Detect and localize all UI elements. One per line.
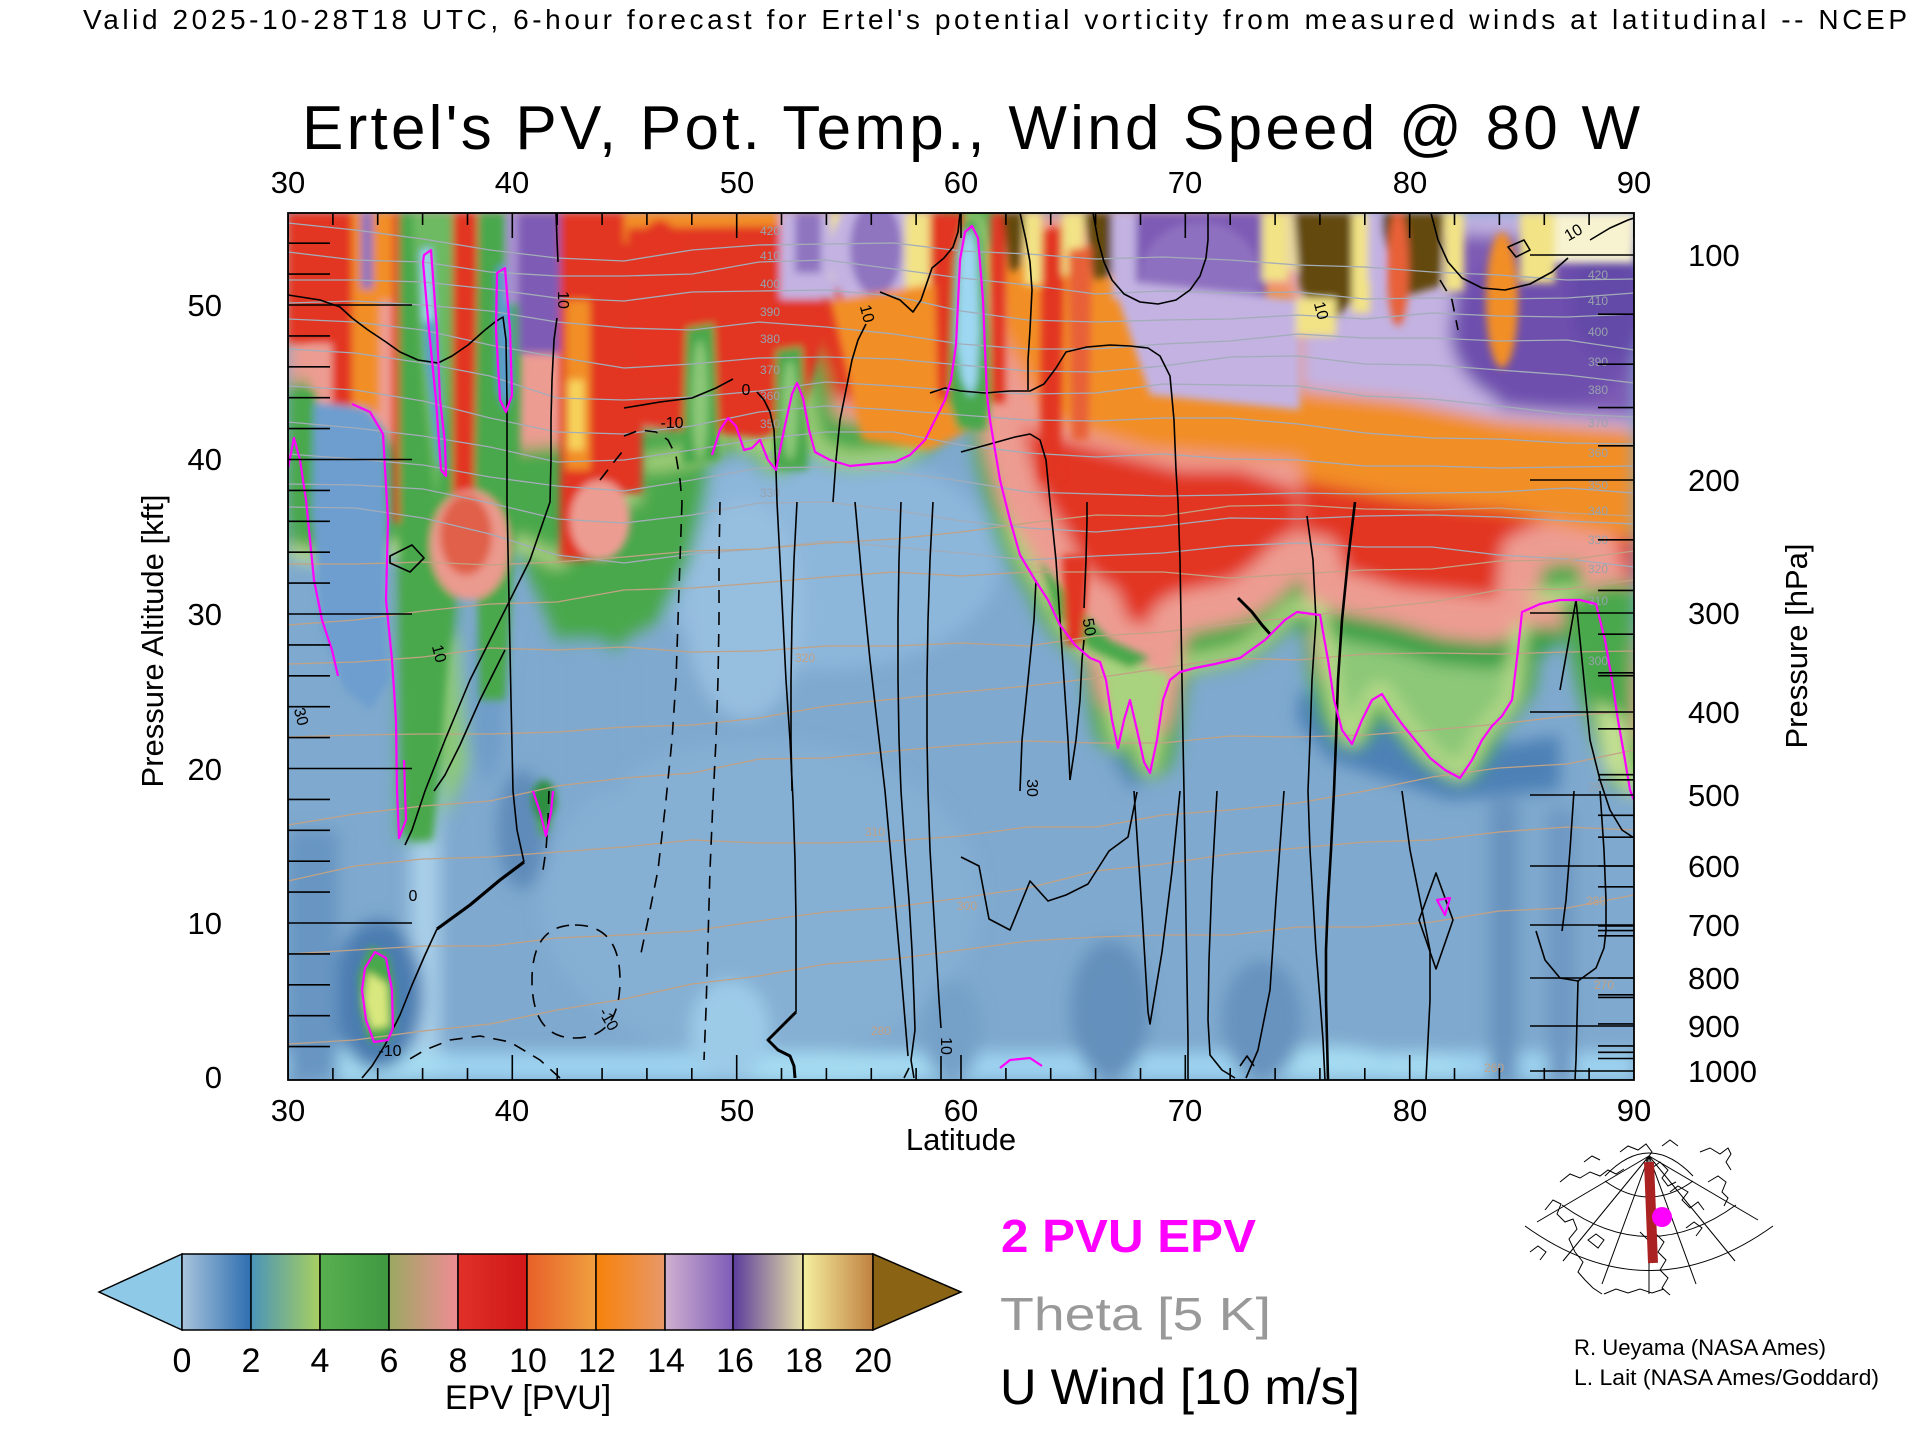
svg-text:370: 370 xyxy=(1588,416,1608,430)
svg-text:50: 50 xyxy=(720,165,754,200)
svg-text:410: 410 xyxy=(760,249,780,263)
svg-text:60: 60 xyxy=(944,1093,978,1128)
svg-text:410: 410 xyxy=(1588,294,1608,308)
svg-text:310: 310 xyxy=(865,825,885,839)
svg-text:380: 380 xyxy=(1588,383,1608,397)
svg-text:12: 12 xyxy=(578,1342,616,1380)
svg-text:8: 8 xyxy=(449,1342,468,1380)
svg-text:U Wind [10 m/s]: U Wind [10 m/s] xyxy=(1000,1359,1360,1415)
svg-text:360: 360 xyxy=(1588,446,1608,460)
svg-text:10: 10 xyxy=(1310,300,1331,322)
svg-text:10: 10 xyxy=(856,303,877,325)
svg-text:0: 0 xyxy=(205,1060,222,1095)
svg-text:-10: -10 xyxy=(378,1043,401,1060)
svg-text:300: 300 xyxy=(1588,654,1608,668)
svg-text:90: 90 xyxy=(1617,165,1651,200)
svg-text:280: 280 xyxy=(1586,894,1606,908)
svg-text:L. Lait (NASA Ames/Goddard): L. Lait (NASA Ames/Goddard) xyxy=(1574,1365,1879,1390)
svg-text:700: 700 xyxy=(1688,908,1740,943)
svg-text:400: 400 xyxy=(760,277,780,291)
svg-text:300: 300 xyxy=(1688,596,1740,631)
svg-text:290: 290 xyxy=(1588,780,1608,794)
svg-text:Pressure Altitude [kft]: Pressure Altitude [kft] xyxy=(135,495,170,788)
svg-text:350: 350 xyxy=(1588,478,1608,492)
svg-text:390: 390 xyxy=(1588,355,1608,369)
svg-text:420: 420 xyxy=(1588,268,1608,282)
svg-text:20: 20 xyxy=(188,752,222,787)
svg-text:10: 10 xyxy=(1562,221,1586,245)
svg-text:R. Ueyama (NASA Ames): R. Ueyama (NASA Ames) xyxy=(1574,1335,1826,1360)
svg-text:10: 10 xyxy=(428,643,449,665)
svg-text:500: 500 xyxy=(1688,778,1740,813)
svg-text:10: 10 xyxy=(937,1037,954,1055)
svg-text:370: 370 xyxy=(760,363,780,377)
svg-text:Latitude: Latitude xyxy=(906,1122,1016,1157)
svg-text:350: 350 xyxy=(760,417,780,431)
svg-text:1000: 1000 xyxy=(1688,1054,1757,1089)
svg-text:260: 260 xyxy=(1484,1061,1504,1075)
svg-text:18: 18 xyxy=(785,1342,823,1380)
svg-text:20: 20 xyxy=(854,1342,892,1380)
svg-text:380: 380 xyxy=(760,332,780,346)
svg-text:70: 70 xyxy=(1168,1093,1202,1128)
svg-text:0: 0 xyxy=(409,888,418,905)
svg-text:80: 80 xyxy=(1393,165,1427,200)
svg-text:90: 90 xyxy=(1617,1093,1651,1128)
svg-text:400: 400 xyxy=(1588,325,1608,339)
svg-text:30: 30 xyxy=(1023,779,1040,797)
svg-text:50: 50 xyxy=(1079,617,1099,638)
svg-text:50: 50 xyxy=(720,1093,754,1128)
svg-text:100: 100 xyxy=(1688,238,1740,273)
svg-text:340: 340 xyxy=(1588,504,1608,518)
svg-text:60: 60 xyxy=(944,165,978,200)
svg-text:0: 0 xyxy=(742,382,751,399)
svg-text:300: 300 xyxy=(957,899,977,913)
svg-text:400: 400 xyxy=(1688,695,1740,730)
svg-text:10: 10 xyxy=(554,291,571,309)
svg-text:Valid 2025-10-28T18 UTC, 6-hou: Valid 2025-10-28T18 UTC, 6-hour forecast… xyxy=(83,4,1907,35)
svg-text:280: 280 xyxy=(871,1024,891,1038)
svg-text:200: 200 xyxy=(1688,463,1740,498)
svg-text:310: 310 xyxy=(1588,594,1608,608)
svg-text:Pressure [hPa]: Pressure [hPa] xyxy=(1779,543,1814,748)
svg-text:6: 6 xyxy=(380,1342,399,1380)
svg-text:900: 900 xyxy=(1688,1009,1740,1044)
svg-text:10: 10 xyxy=(509,1342,547,1380)
svg-text:50: 50 xyxy=(188,288,222,323)
svg-text:2: 2 xyxy=(242,1342,261,1380)
svg-text:4: 4 xyxy=(311,1342,330,1380)
svg-text:14: 14 xyxy=(647,1342,685,1380)
svg-text:390: 390 xyxy=(760,305,780,319)
svg-text:70: 70 xyxy=(1168,165,1202,200)
svg-text:-10: -10 xyxy=(660,415,683,432)
svg-text:80: 80 xyxy=(1393,1093,1427,1128)
svg-text:Theta [5 K]: Theta [5 K] xyxy=(1000,1288,1271,1340)
svg-text:600: 600 xyxy=(1688,849,1740,884)
svg-text:30: 30 xyxy=(188,597,222,632)
svg-text:320: 320 xyxy=(1588,562,1608,576)
svg-text:30: 30 xyxy=(290,706,311,728)
svg-text:10: 10 xyxy=(188,906,222,941)
svg-text:320: 320 xyxy=(795,651,815,665)
svg-text:16: 16 xyxy=(716,1342,754,1380)
svg-text:40: 40 xyxy=(495,1093,529,1128)
svg-text:30: 30 xyxy=(271,1093,305,1128)
svg-text:2 PVU EPV: 2 PVU EPV xyxy=(1001,1210,1256,1262)
svg-text:40: 40 xyxy=(188,442,222,477)
svg-text:0: 0 xyxy=(173,1342,192,1380)
svg-text:800: 800 xyxy=(1688,961,1740,996)
svg-text:40: 40 xyxy=(495,165,529,200)
svg-text:360: 360 xyxy=(760,389,780,403)
svg-text:30: 30 xyxy=(271,165,305,200)
svg-text:Ertel's PV, Pot. Temp., Wind S: Ertel's PV, Pot. Temp., Wind Speed @ 80 … xyxy=(302,94,1640,163)
svg-text:270: 270 xyxy=(1594,978,1614,992)
svg-text:330: 330 xyxy=(760,486,780,500)
svg-text:EPV [PVU]: EPV [PVU] xyxy=(445,1379,611,1417)
svg-text:420: 420 xyxy=(760,224,780,238)
